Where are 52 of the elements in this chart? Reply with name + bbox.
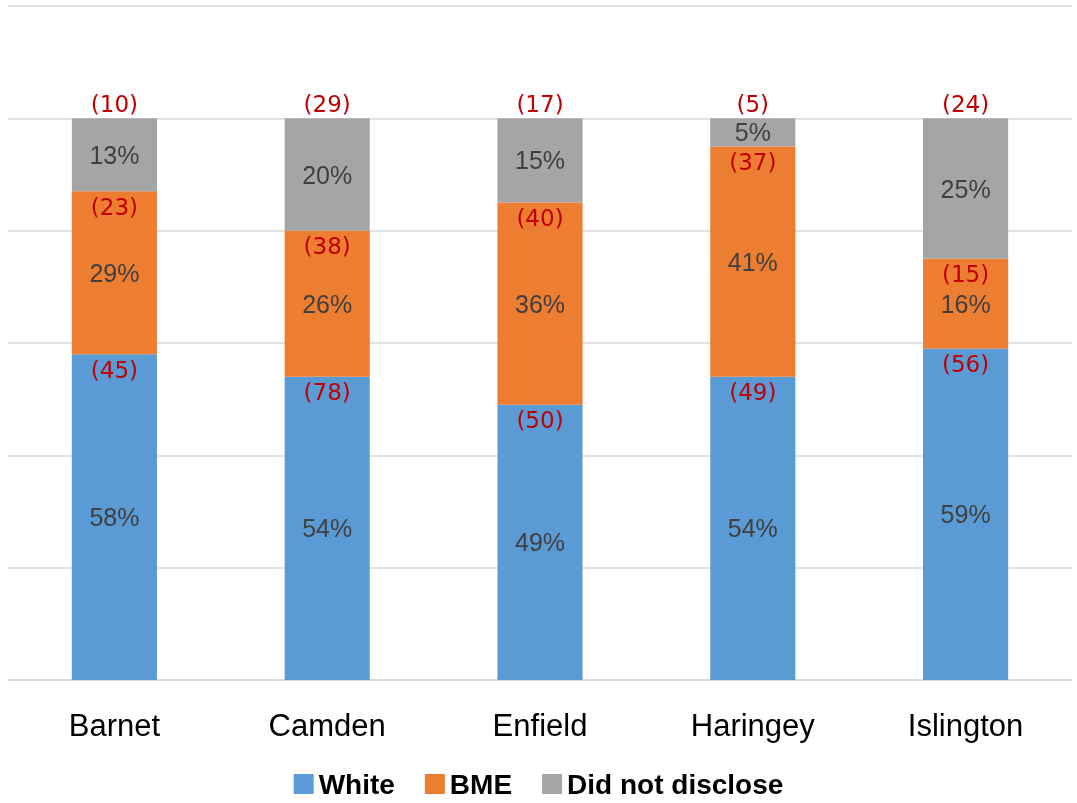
annotation: (49) <box>729 379 777 406</box>
annotation: (29) <box>303 90 351 117</box>
annotation: (17) <box>516 90 564 117</box>
data-label: 5% <box>734 118 771 147</box>
annotation: (23) <box>90 193 139 220</box>
data-label: 26% <box>302 289 353 318</box>
data-label: 16% <box>940 289 991 318</box>
bar <box>284 118 370 231</box>
bar <box>923 348 1009 680</box>
data-label: 36% <box>514 289 566 318</box>
bar <box>710 146 796 377</box>
x-tick-label: Barnet <box>68 708 161 743</box>
annotation: (38) <box>303 233 351 260</box>
legend-label: White <box>318 768 395 800</box>
annotation: (15) <box>941 261 990 288</box>
data-label: 20% <box>302 160 353 189</box>
bar <box>497 404 583 680</box>
data-label: 29% <box>89 258 140 287</box>
bar <box>71 191 157 355</box>
annotation: (24) <box>941 90 990 117</box>
legend-label: Did not disclose <box>567 768 784 800</box>
bar <box>923 118 1009 259</box>
annotation: (50) <box>516 407 564 434</box>
data-label: 15% <box>514 146 566 175</box>
x-tick-label: Camden <box>268 708 386 743</box>
x-tick-label: Haringey <box>690 708 816 743</box>
data-label: 54% <box>302 514 353 543</box>
bar <box>71 118 157 192</box>
data-label: 59% <box>940 500 991 529</box>
annotation: (56) <box>941 351 990 378</box>
x-tick-label: Islington <box>907 708 1024 743</box>
bar <box>923 258 1009 349</box>
annotation: (10) <box>90 90 139 117</box>
bar <box>497 202 583 405</box>
bar <box>710 376 796 680</box>
annotation: (40) <box>516 205 564 232</box>
annotation: (5) <box>736 90 770 117</box>
data-label: 13% <box>89 140 140 169</box>
data-label: 41% <box>727 247 778 276</box>
annotation: (45) <box>90 356 139 383</box>
data-label: 58% <box>89 503 140 532</box>
annotation: (37) <box>729 148 777 175</box>
bar <box>71 354 157 680</box>
legend-label: BME <box>449 768 513 800</box>
bar <box>497 118 583 203</box>
x-tick-label: Enfield <box>492 708 588 743</box>
bar <box>284 230 370 377</box>
bar <box>284 376 370 680</box>
annotation: (78) <box>303 379 351 406</box>
data-label: 25% <box>940 174 991 203</box>
data-label: 49% <box>514 528 566 557</box>
data-label: 54% <box>727 514 778 543</box>
